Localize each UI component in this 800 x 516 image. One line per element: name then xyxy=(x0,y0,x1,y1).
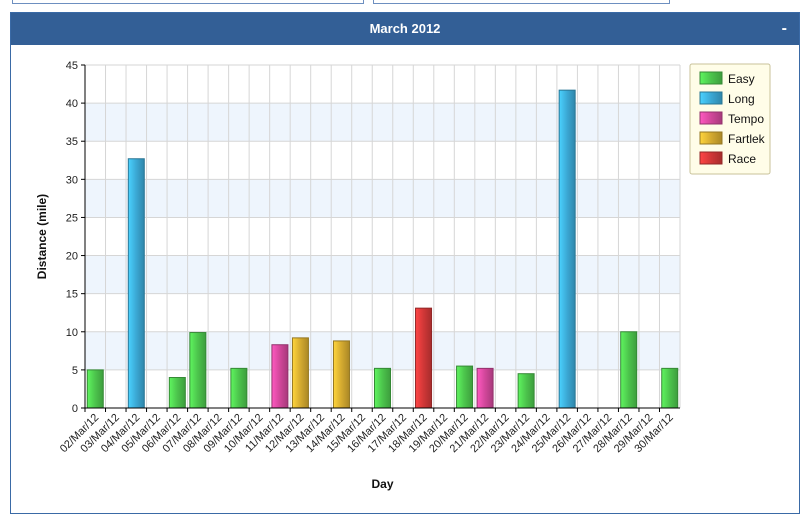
y-tick-label: 45 xyxy=(66,60,78,72)
chart-bands xyxy=(85,103,680,370)
legend-label-long: Long xyxy=(728,92,755,106)
chart-bars xyxy=(86,89,679,409)
bar-easy-06/Mar/12 xyxy=(168,377,186,409)
legend-label-race: Race xyxy=(728,152,756,166)
bar-easy-20/Mar/12 xyxy=(456,365,474,409)
legend-label-easy: Easy xyxy=(728,72,755,86)
bar-long-25/Mar/12 xyxy=(558,89,576,409)
bar-easy-30/Mar/12 xyxy=(661,367,679,409)
bar-easy-02/Mar/12 xyxy=(86,369,104,409)
y-tick-label: 5 xyxy=(72,365,78,377)
chart-legend: Easy Long Tempo Fartlek Race xyxy=(689,63,771,175)
y-axis-title: Distance (mile) xyxy=(35,194,49,279)
y-tick-label: 0 xyxy=(72,403,78,415)
bar-long-04/Mar/12 xyxy=(127,158,145,409)
y-tick-label: 15 xyxy=(66,289,78,301)
y-tick-label: 10 xyxy=(66,327,78,339)
legend-label-fartlek: Fartlek xyxy=(728,132,766,146)
top-field-left[interactable] xyxy=(12,0,364,4)
bar-easy-28/Mar/12 xyxy=(620,331,638,409)
x-axis-title: Day xyxy=(371,477,393,491)
grid-band xyxy=(85,179,680,218)
bar-easy-16/Mar/12 xyxy=(373,367,392,409)
y-tick-label: 35 xyxy=(66,136,78,148)
bar-tempo-11/Mar/12 xyxy=(271,344,289,409)
top-field-right[interactable] xyxy=(373,0,670,4)
bar-fartlek-12/Mar/12 xyxy=(291,337,309,409)
legend-swatch-fartlek xyxy=(699,131,723,145)
bar-easy-09/Mar/12 xyxy=(230,367,248,409)
collapse-button[interactable]: - xyxy=(781,20,787,37)
bar-tempo-21/Mar/12 xyxy=(476,367,494,409)
panel-header: March 2012 - xyxy=(11,13,799,45)
grid-band xyxy=(85,331,680,370)
y-tick-label: 30 xyxy=(66,174,78,186)
legend-swatch-long xyxy=(699,91,723,105)
y-tick-label: 20 xyxy=(66,251,78,263)
legend-swatch-tempo xyxy=(699,111,723,125)
legend-label-tempo: Tempo xyxy=(728,112,764,126)
legend-swatch-race xyxy=(699,151,723,165)
grid-band xyxy=(85,255,680,294)
bar-easy-23/Mar/12 xyxy=(517,373,535,409)
panel-title: March 2012 xyxy=(369,21,441,36)
bar-fartlek-14/Mar/12 xyxy=(332,340,350,409)
y-tick-label: 40 xyxy=(66,98,78,110)
y-tick-label: 25 xyxy=(66,212,78,224)
bar-race-18/Mar/12 xyxy=(415,307,433,409)
bar-easy-07/Mar/12 xyxy=(189,332,207,409)
legend-swatch-easy xyxy=(699,71,723,85)
grid-band xyxy=(85,103,680,142)
